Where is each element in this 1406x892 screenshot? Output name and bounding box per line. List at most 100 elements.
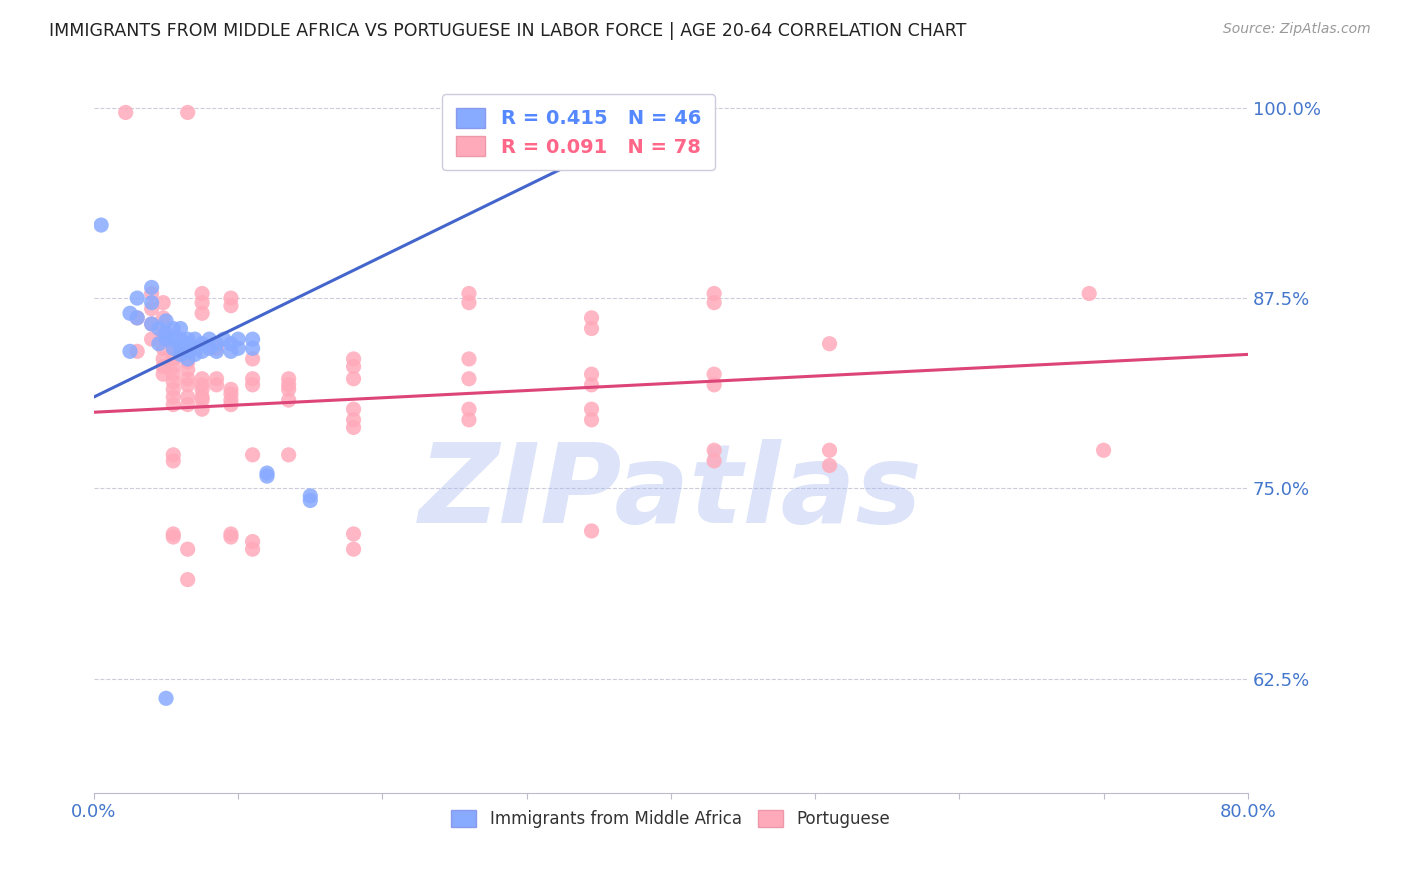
Point xyxy=(581,367,603,381)
Point xyxy=(191,306,214,320)
Point xyxy=(176,542,198,557)
Text: ZIPatlas: ZIPatlas xyxy=(419,439,922,546)
Point xyxy=(342,542,364,557)
Point xyxy=(162,351,184,366)
Point xyxy=(242,351,264,366)
Point xyxy=(141,286,163,301)
Point xyxy=(277,448,299,462)
Point xyxy=(219,299,242,313)
Point xyxy=(277,392,299,407)
Point xyxy=(162,341,184,355)
Point xyxy=(176,355,198,369)
Point xyxy=(176,336,198,351)
Point xyxy=(818,443,841,458)
Point xyxy=(191,286,214,301)
Point xyxy=(703,367,725,381)
Point xyxy=(581,377,603,392)
Point xyxy=(191,336,214,351)
Point xyxy=(169,341,191,355)
Point xyxy=(581,321,603,335)
Point xyxy=(127,310,149,325)
Point xyxy=(155,314,177,328)
Point xyxy=(205,336,228,351)
Point xyxy=(141,317,163,331)
Point xyxy=(205,372,228,386)
Point xyxy=(162,527,184,541)
Point xyxy=(198,332,221,346)
Point xyxy=(703,443,725,458)
Point xyxy=(162,359,184,374)
Point xyxy=(703,286,725,301)
Point xyxy=(191,402,214,417)
Point xyxy=(242,542,264,557)
Point xyxy=(299,493,322,508)
Point xyxy=(152,367,174,381)
Point xyxy=(152,326,174,340)
Point xyxy=(118,344,141,359)
Point xyxy=(703,454,725,468)
Point xyxy=(242,372,264,386)
Point xyxy=(581,402,603,417)
Point xyxy=(277,372,299,386)
Point xyxy=(191,344,214,359)
Point xyxy=(191,390,214,404)
Point xyxy=(141,301,163,316)
Point xyxy=(152,359,174,374)
Point xyxy=(162,390,184,404)
Point xyxy=(152,295,174,310)
Point xyxy=(581,413,603,427)
Text: IMMIGRANTS FROM MIDDLE AFRICA VS PORTUGUESE IN LABOR FORCE | AGE 20-64 CORRELATI: IMMIGRANTS FROM MIDDLE AFRICA VS PORTUGU… xyxy=(49,22,966,40)
Point xyxy=(219,392,242,407)
Point xyxy=(299,489,322,503)
Point xyxy=(141,317,163,331)
Point xyxy=(219,527,242,541)
Point xyxy=(127,291,149,305)
Point xyxy=(205,344,228,359)
Point xyxy=(342,402,364,417)
Point xyxy=(162,321,184,335)
Point xyxy=(818,458,841,473)
Point xyxy=(184,347,207,361)
Point xyxy=(242,377,264,392)
Text: Source: ZipAtlas.com: Source: ZipAtlas.com xyxy=(1223,22,1371,37)
Point xyxy=(581,310,603,325)
Point xyxy=(242,448,264,462)
Point xyxy=(118,306,141,320)
Point xyxy=(191,372,214,386)
Point xyxy=(176,390,198,404)
Point xyxy=(256,469,278,483)
Point xyxy=(162,367,184,381)
Point xyxy=(226,332,249,346)
Point xyxy=(162,398,184,412)
Point xyxy=(458,286,481,301)
Point xyxy=(219,336,242,351)
Point xyxy=(226,341,249,355)
Point xyxy=(184,332,207,346)
Point xyxy=(458,351,481,366)
Point xyxy=(169,332,191,346)
Point xyxy=(242,341,264,355)
Point xyxy=(162,332,184,346)
Point xyxy=(176,573,198,587)
Point xyxy=(155,332,177,346)
Point xyxy=(703,295,725,310)
Point xyxy=(581,524,603,538)
Point xyxy=(219,383,242,397)
Point xyxy=(342,527,364,541)
Point xyxy=(162,341,184,355)
Point xyxy=(219,291,242,305)
Point xyxy=(1092,443,1115,458)
Point xyxy=(198,341,221,355)
Point xyxy=(176,332,198,346)
Point xyxy=(127,344,149,359)
Point xyxy=(205,377,228,392)
Point xyxy=(148,336,170,351)
Point xyxy=(458,372,481,386)
Point xyxy=(162,454,184,468)
Point xyxy=(176,377,198,392)
Point xyxy=(184,341,207,355)
Point xyxy=(169,321,191,335)
Point xyxy=(176,398,198,412)
Point xyxy=(219,344,242,359)
Point xyxy=(176,351,198,366)
